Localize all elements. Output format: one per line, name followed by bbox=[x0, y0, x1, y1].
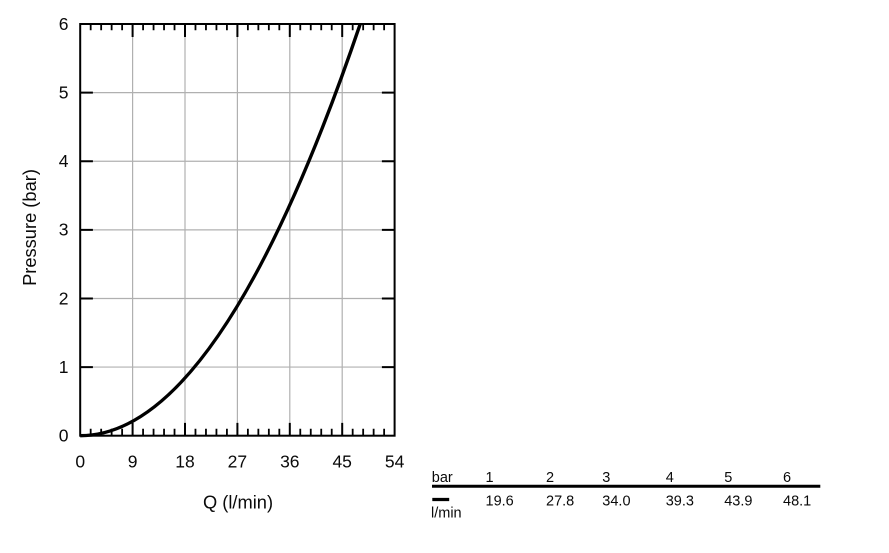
svg-text:5: 5 bbox=[724, 470, 732, 486]
svg-text:2: 2 bbox=[546, 470, 554, 486]
svg-text:6: 6 bbox=[783, 470, 791, 486]
svg-text:3: 3 bbox=[602, 470, 610, 486]
svg-text:43.9: 43.9 bbox=[724, 494, 752, 510]
svg-text:1: 1 bbox=[59, 357, 69, 377]
svg-text:19.6: 19.6 bbox=[486, 494, 514, 510]
svg-text:9: 9 bbox=[128, 452, 138, 472]
svg-text:5: 5 bbox=[59, 82, 69, 102]
svg-text:l/min: l/min bbox=[431, 506, 462, 522]
svg-text:18: 18 bbox=[175, 452, 194, 472]
svg-text:39.3: 39.3 bbox=[666, 494, 694, 510]
svg-text:4: 4 bbox=[59, 151, 69, 171]
svg-text:54: 54 bbox=[385, 452, 405, 472]
svg-text:6: 6 bbox=[59, 14, 69, 34]
svg-text:0: 0 bbox=[59, 426, 69, 446]
svg-text:bar: bar bbox=[432, 470, 453, 486]
svg-text:34.0: 34.0 bbox=[602, 494, 630, 510]
svg-text:27.8: 27.8 bbox=[546, 494, 574, 510]
svg-text:3: 3 bbox=[59, 220, 69, 240]
svg-text:48.1: 48.1 bbox=[783, 494, 811, 510]
svg-text:Q (l/min): Q (l/min) bbox=[203, 492, 273, 513]
svg-text:1: 1 bbox=[486, 470, 494, 486]
svg-text:0: 0 bbox=[75, 452, 85, 472]
svg-text:2: 2 bbox=[59, 288, 69, 308]
svg-text:45: 45 bbox=[332, 452, 351, 472]
svg-text:36: 36 bbox=[280, 452, 299, 472]
svg-text:27: 27 bbox=[228, 452, 247, 472]
svg-text:4: 4 bbox=[666, 470, 674, 486]
svg-text:Pressure (bar): Pressure (bar) bbox=[19, 169, 40, 286]
